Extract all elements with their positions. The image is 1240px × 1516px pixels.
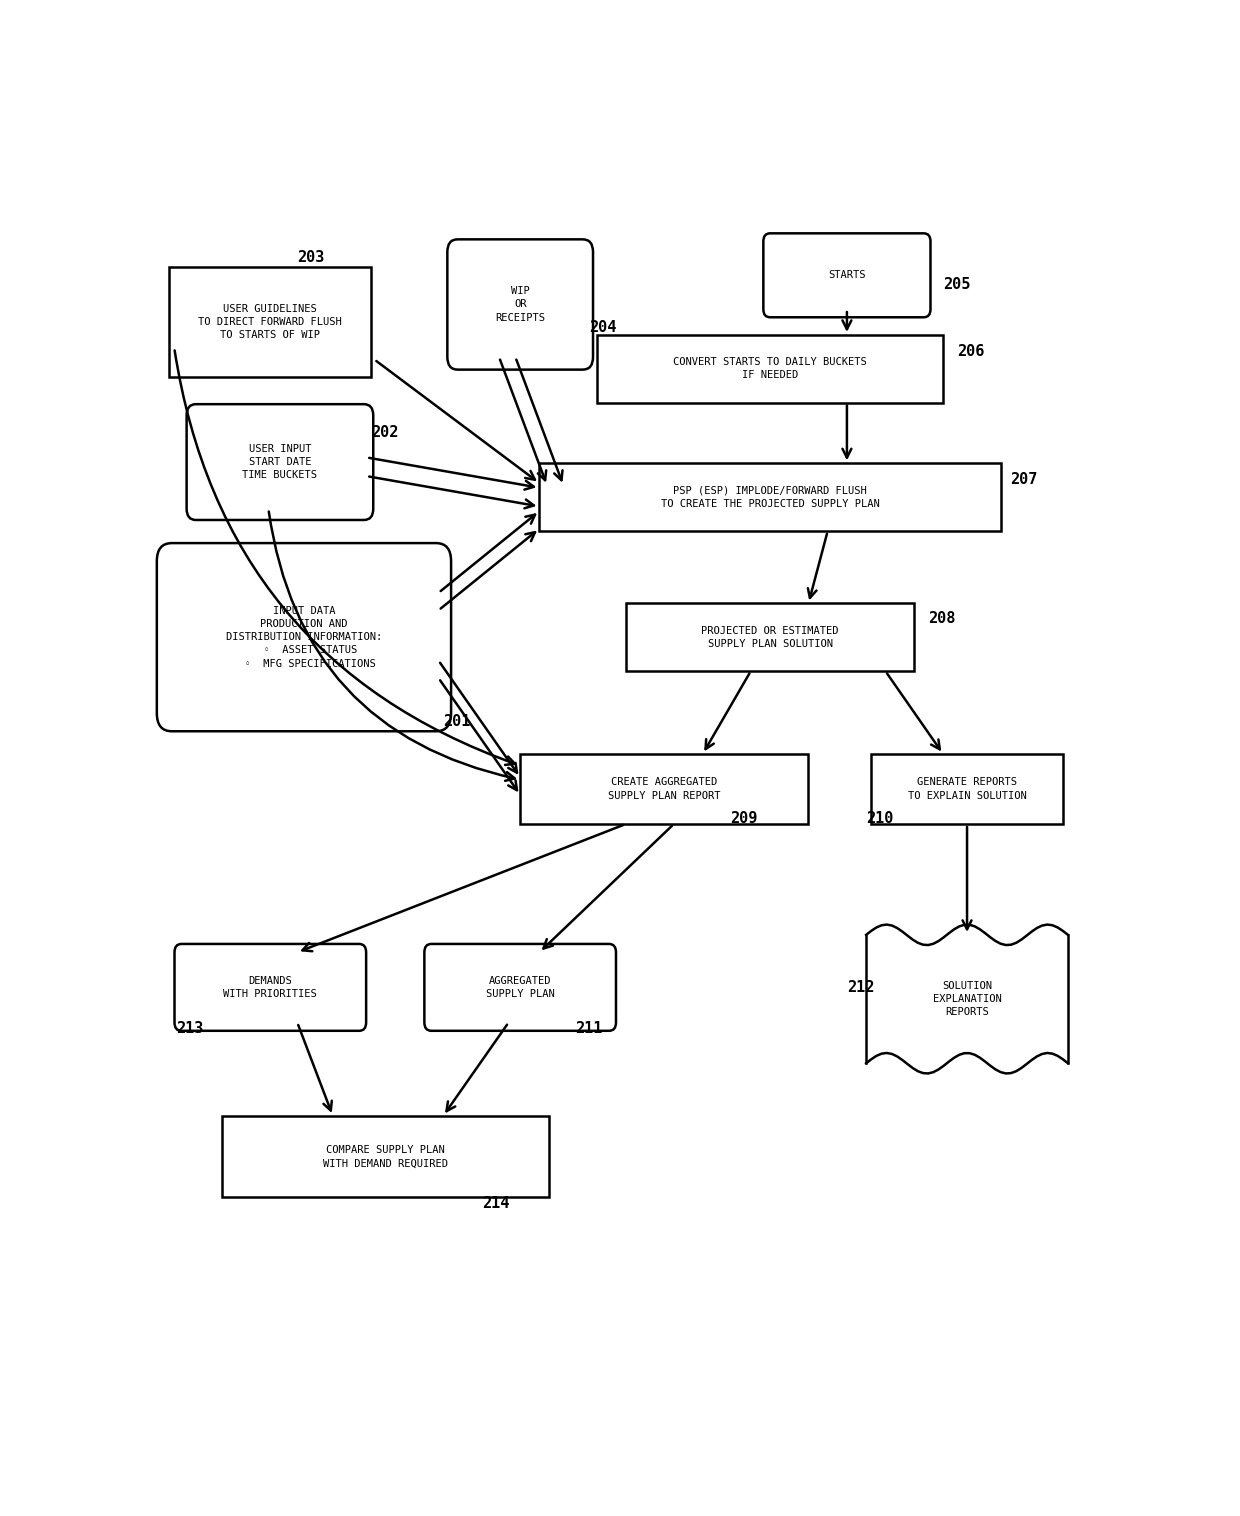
Text: 211: 211	[575, 1020, 603, 1035]
FancyBboxPatch shape	[175, 944, 366, 1031]
FancyBboxPatch shape	[448, 240, 593, 370]
FancyBboxPatch shape	[626, 603, 914, 672]
Text: CONVERT STARTS TO DAILY BUCKETS
IF NEEDED: CONVERT STARTS TO DAILY BUCKETS IF NEEDE…	[673, 358, 867, 381]
FancyBboxPatch shape	[521, 753, 808, 825]
Text: 210: 210	[866, 811, 894, 826]
FancyBboxPatch shape	[764, 233, 930, 317]
Text: COMPARE SUPPLY PLAN
WITH DEMAND REQUIRED: COMPARE SUPPLY PLAN WITH DEMAND REQUIRED	[324, 1145, 448, 1169]
Text: AGGREGATED
SUPPLY PLAN: AGGREGATED SUPPLY PLAN	[486, 976, 554, 999]
Text: 213: 213	[176, 1020, 203, 1035]
FancyBboxPatch shape	[539, 464, 1001, 531]
FancyBboxPatch shape	[596, 335, 944, 403]
Text: INPUT DATA
PRODUCTION AND
DISTRIBUTION INFORMATION:
  ◦  ASSET STATUS
  ◦  MFG S: INPUT DATA PRODUCTION AND DISTRIBUTION I…	[226, 606, 382, 669]
FancyBboxPatch shape	[222, 1116, 549, 1198]
Text: 206: 206	[957, 344, 985, 359]
Text: WIP
OR
RECEIPTS: WIP OR RECEIPTS	[495, 287, 546, 323]
Text: PROJECTED OR ESTIMATED
SUPPLY PLAN SOLUTION: PROJECTED OR ESTIMATED SUPPLY PLAN SOLUT…	[702, 626, 838, 649]
Text: GENERATE REPORTS
TO EXPLAIN SOLUTION: GENERATE REPORTS TO EXPLAIN SOLUTION	[908, 778, 1027, 800]
FancyBboxPatch shape	[156, 543, 451, 731]
Text: SOLUTION
EXPLANATION
REPORTS: SOLUTION EXPLANATION REPORTS	[932, 981, 1002, 1017]
Text: PSP (ESP) IMPLODE/FORWARD FLUSH
TO CREATE THE PROJECTED SUPPLY PLAN: PSP (ESP) IMPLODE/FORWARD FLUSH TO CREAT…	[661, 485, 879, 509]
Text: USER INPUT
START DATE
TIME BUCKETS: USER INPUT START DATE TIME BUCKETS	[243, 444, 317, 481]
Text: 202: 202	[371, 426, 398, 440]
FancyBboxPatch shape	[866, 935, 1068, 1063]
Text: 204: 204	[589, 320, 616, 335]
Text: 214: 214	[481, 1196, 510, 1211]
FancyBboxPatch shape	[870, 753, 1063, 825]
Text: 209: 209	[729, 811, 758, 826]
Text: USER GUIDELINES
TO DIRECT FORWARD FLUSH
TO STARTS OF WIP: USER GUIDELINES TO DIRECT FORWARD FLUSH …	[198, 303, 342, 340]
Text: CREATE AGGREGATED
SUPPLY PLAN REPORT: CREATE AGGREGATED SUPPLY PLAN REPORT	[608, 778, 720, 800]
Text: STARTS: STARTS	[828, 270, 866, 280]
Text: DEMANDS
WITH PRIORITIES: DEMANDS WITH PRIORITIES	[223, 976, 317, 999]
Text: 207: 207	[1011, 471, 1038, 487]
Text: 208: 208	[929, 611, 956, 626]
FancyBboxPatch shape	[424, 944, 616, 1031]
Text: 203: 203	[298, 250, 325, 265]
Text: 212: 212	[847, 979, 874, 994]
FancyBboxPatch shape	[170, 267, 371, 377]
FancyBboxPatch shape	[186, 405, 373, 520]
Text: 205: 205	[942, 277, 971, 293]
Text: 201: 201	[444, 714, 471, 729]
